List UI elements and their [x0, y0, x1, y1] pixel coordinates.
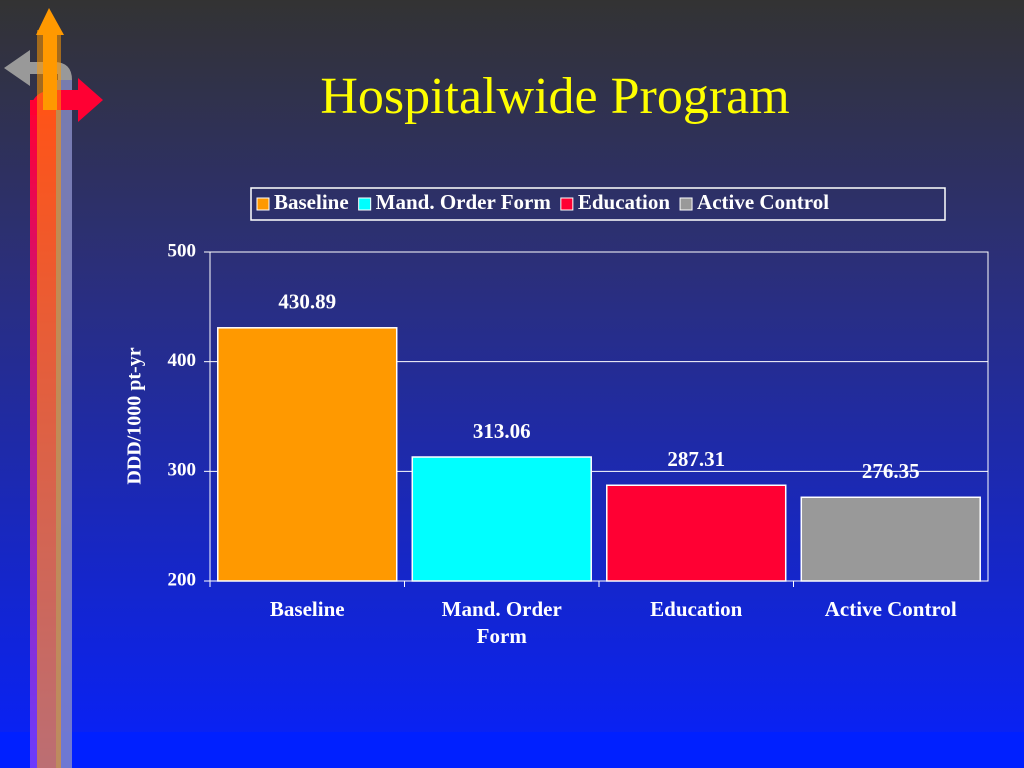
legend-label: Active Control [697, 190, 829, 214]
legend-swatch [679, 197, 693, 211]
y-tick-label: 400 [168, 350, 197, 371]
x-tick-label: Baseline [269, 597, 345, 621]
data-label: 430.89 [278, 290, 336, 314]
legend-swatch [560, 197, 574, 211]
y-axis-label: DDD/1000 pt-yr [124, 347, 146, 484]
data-label: 287.31 [667, 447, 725, 471]
legend-swatch [256, 197, 270, 211]
y-tick-label: 200 [168, 569, 197, 590]
y-tick-label: 300 [168, 460, 197, 481]
bar [800, 496, 981, 582]
decoration [4, 8, 103, 768]
chart-title: Hospitalwide Program [320, 68, 789, 125]
data-label: 313.06 [473, 419, 531, 443]
legend-label: Education [578, 190, 671, 214]
bar [217, 327, 398, 582]
legend-swatch [358, 197, 372, 211]
x-tick-label: Mand. Order Form [441, 597, 562, 648]
footer-band [0, 732, 1024, 768]
x-tick-label: Active Control [824, 597, 957, 621]
legend-box [250, 187, 946, 221]
bar [606, 484, 787, 582]
legend-label: Mand. Order Form [376, 190, 552, 214]
x-tick-label: Education [650, 597, 743, 621]
bar [411, 456, 592, 582]
y-tick-label: 500 [168, 240, 197, 261]
legend-label: Baseline [274, 190, 349, 214]
data-label: 276.35 [862, 459, 920, 483]
